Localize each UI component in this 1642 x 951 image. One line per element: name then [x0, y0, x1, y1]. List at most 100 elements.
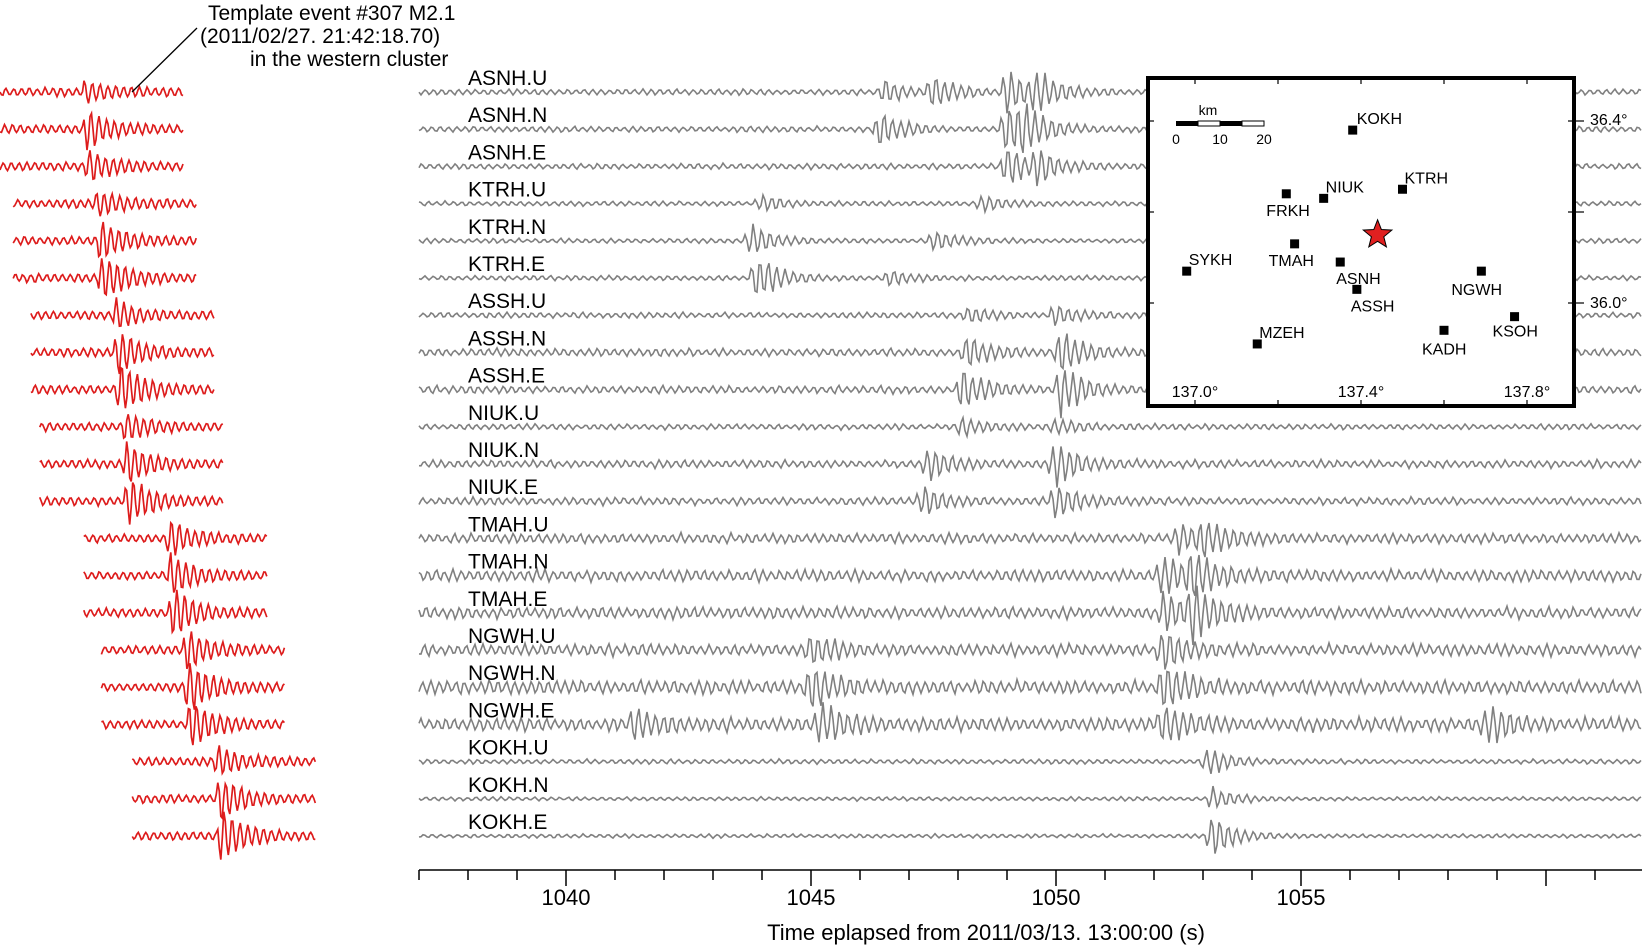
template-trace [30, 334, 215, 375]
annotation-line1: Template event #307 M2.1 [208, 2, 456, 25]
channel-label: KTRH.N [468, 216, 546, 239]
template-trace [83, 552, 268, 593]
scale-bar-white [1241, 120, 1265, 127]
continuous-trace [418, 554, 1642, 597]
scale-tick-label: 20 [1256, 131, 1272, 147]
station-label: KSOH [1493, 324, 1538, 341]
station-label: MZEH [1259, 325, 1304, 342]
x-axis-ticks [418, 870, 1596, 886]
channel-label: NGWH.N [468, 662, 556, 685]
x-tick-label: 1050 [1032, 885, 1081, 910]
channel-label: TMAH.U [468, 513, 549, 536]
template-trace [12, 221, 198, 259]
lat-tick-label: 36.0° [1590, 295, 1628, 312]
channel-label: TMAH.N [468, 551, 549, 574]
template-trace [0, 150, 184, 181]
continuous-waveforms [418, 71, 1642, 854]
scale-tick-label: 10 [1212, 131, 1228, 147]
continuous-trace [418, 446, 1642, 488]
channel-label: NGWH.E [468, 699, 554, 722]
station-marker-icon [1352, 284, 1362, 294]
template-trace [0, 80, 184, 104]
continuous-trace [418, 702, 1642, 744]
template-trace [12, 190, 197, 217]
channel-label: ASSH.U [468, 290, 546, 313]
x-tick-label: 1040 [542, 885, 591, 910]
x-tick-label: 1045 [787, 885, 836, 910]
station-marker-icon [1510, 312, 1520, 322]
channel-label: ASNH.E [468, 141, 546, 164]
template-trace [30, 366, 215, 409]
continuous-trace [418, 522, 1642, 558]
annotation-line2: (2011/02/27. 21:42:18.70) [200, 25, 440, 48]
lat-tick-label: 36.4° [1590, 112, 1628, 129]
continuous-trace [418, 635, 1642, 670]
template-trace [38, 482, 224, 525]
channel-label: KOKH.N [468, 774, 549, 797]
annotation-leader-line [131, 27, 198, 93]
template-waveforms [0, 80, 317, 860]
station-label: KTRH [1405, 170, 1449, 187]
channel-label: ASNH.N [468, 104, 547, 127]
station-marker-icon [1398, 184, 1407, 194]
x-axis: 1040 1045 1050 1055 Time eplapsed from 2… [418, 869, 1642, 945]
station-marker-icon [1319, 193, 1329, 203]
station-label: NIUK [1326, 179, 1365, 196]
template-trace [131, 780, 317, 821]
channel-label: KOKH.U [468, 737, 549, 760]
scale-bar-black [1220, 121, 1242, 126]
template-trace [83, 520, 268, 556]
continuous-trace [418, 819, 1642, 854]
map-stations: KOKH KTRH FRKH NIUK TMAH ASNH SYKH NGWH ASSH KSOH… [1182, 111, 1538, 358]
lon-tick-label: 137.8° [1504, 384, 1550, 401]
station-marker-icon [1439, 325, 1449, 335]
inset-map: km 0 10 20 KOKH KTRH FRKH NIUK TMAH ASNH SYKH N… [1146, 76, 1628, 408]
continuous-trace [418, 486, 1642, 519]
station-label: ASNH [1336, 271, 1380, 288]
continuous-trace [418, 414, 1642, 440]
channel-label: NIUK.U [468, 402, 539, 425]
scale-bar-black [1176, 121, 1198, 126]
station-label: FRKH [1266, 203, 1310, 220]
channel-label: NGWH.U [468, 625, 556, 648]
station-marker-icon [1281, 189, 1291, 199]
map-scale-bar: km 0 10 20 [1172, 102, 1272, 147]
continuous-trace [418, 785, 1642, 810]
template-annotation: Template event #307 M2.1 (2011/02/27. 21… [131, 2, 456, 93]
station-marker-icon [1335, 257, 1345, 267]
channel-label: NIUK.E [468, 476, 538, 499]
inset-map-frame [1146, 76, 1576, 408]
template-trace [100, 631, 286, 670]
station-marker-icon [1290, 239, 1300, 249]
channel-label: KOKH.E [468, 811, 547, 834]
template-trace [82, 589, 268, 635]
template-trace [131, 811, 316, 860]
station-label: NGWH [1451, 282, 1502, 299]
channel-label: ASNH.U [468, 67, 547, 90]
channel-label: KTRH.U [468, 179, 546, 202]
station-label: KOKH [1357, 111, 1402, 128]
template-trace [39, 441, 224, 482]
channel-label: ASSH.E [468, 365, 545, 388]
continuous-trace [418, 585, 1642, 646]
station-marker-icon [1348, 125, 1358, 135]
continuous-trace [418, 749, 1642, 774]
template-trace [12, 258, 197, 297]
station-marker-icon [1476, 266, 1486, 276]
template-trace [131, 745, 317, 776]
station-marker-icon [1182, 266, 1192, 276]
x-tick-label: 1055 [1277, 885, 1326, 910]
scale-bar-white [1197, 120, 1221, 127]
station-marker-icon [1252, 339, 1262, 349]
channel-label: TMAH.E [468, 588, 547, 611]
lon-tick-label: 137.4° [1338, 384, 1384, 401]
template-trace [100, 663, 285, 710]
channel-label: NIUK.N [468, 439, 539, 462]
event-star-icon [1361, 218, 1394, 249]
template-trace [0, 110, 184, 151]
annotation-line3: in the western cluster [250, 48, 448, 71]
map-frame-ticks [1146, 76, 1584, 408]
scale-unit-label: km [1199, 102, 1218, 118]
lon-tick-label: 137.0° [1172, 384, 1218, 401]
